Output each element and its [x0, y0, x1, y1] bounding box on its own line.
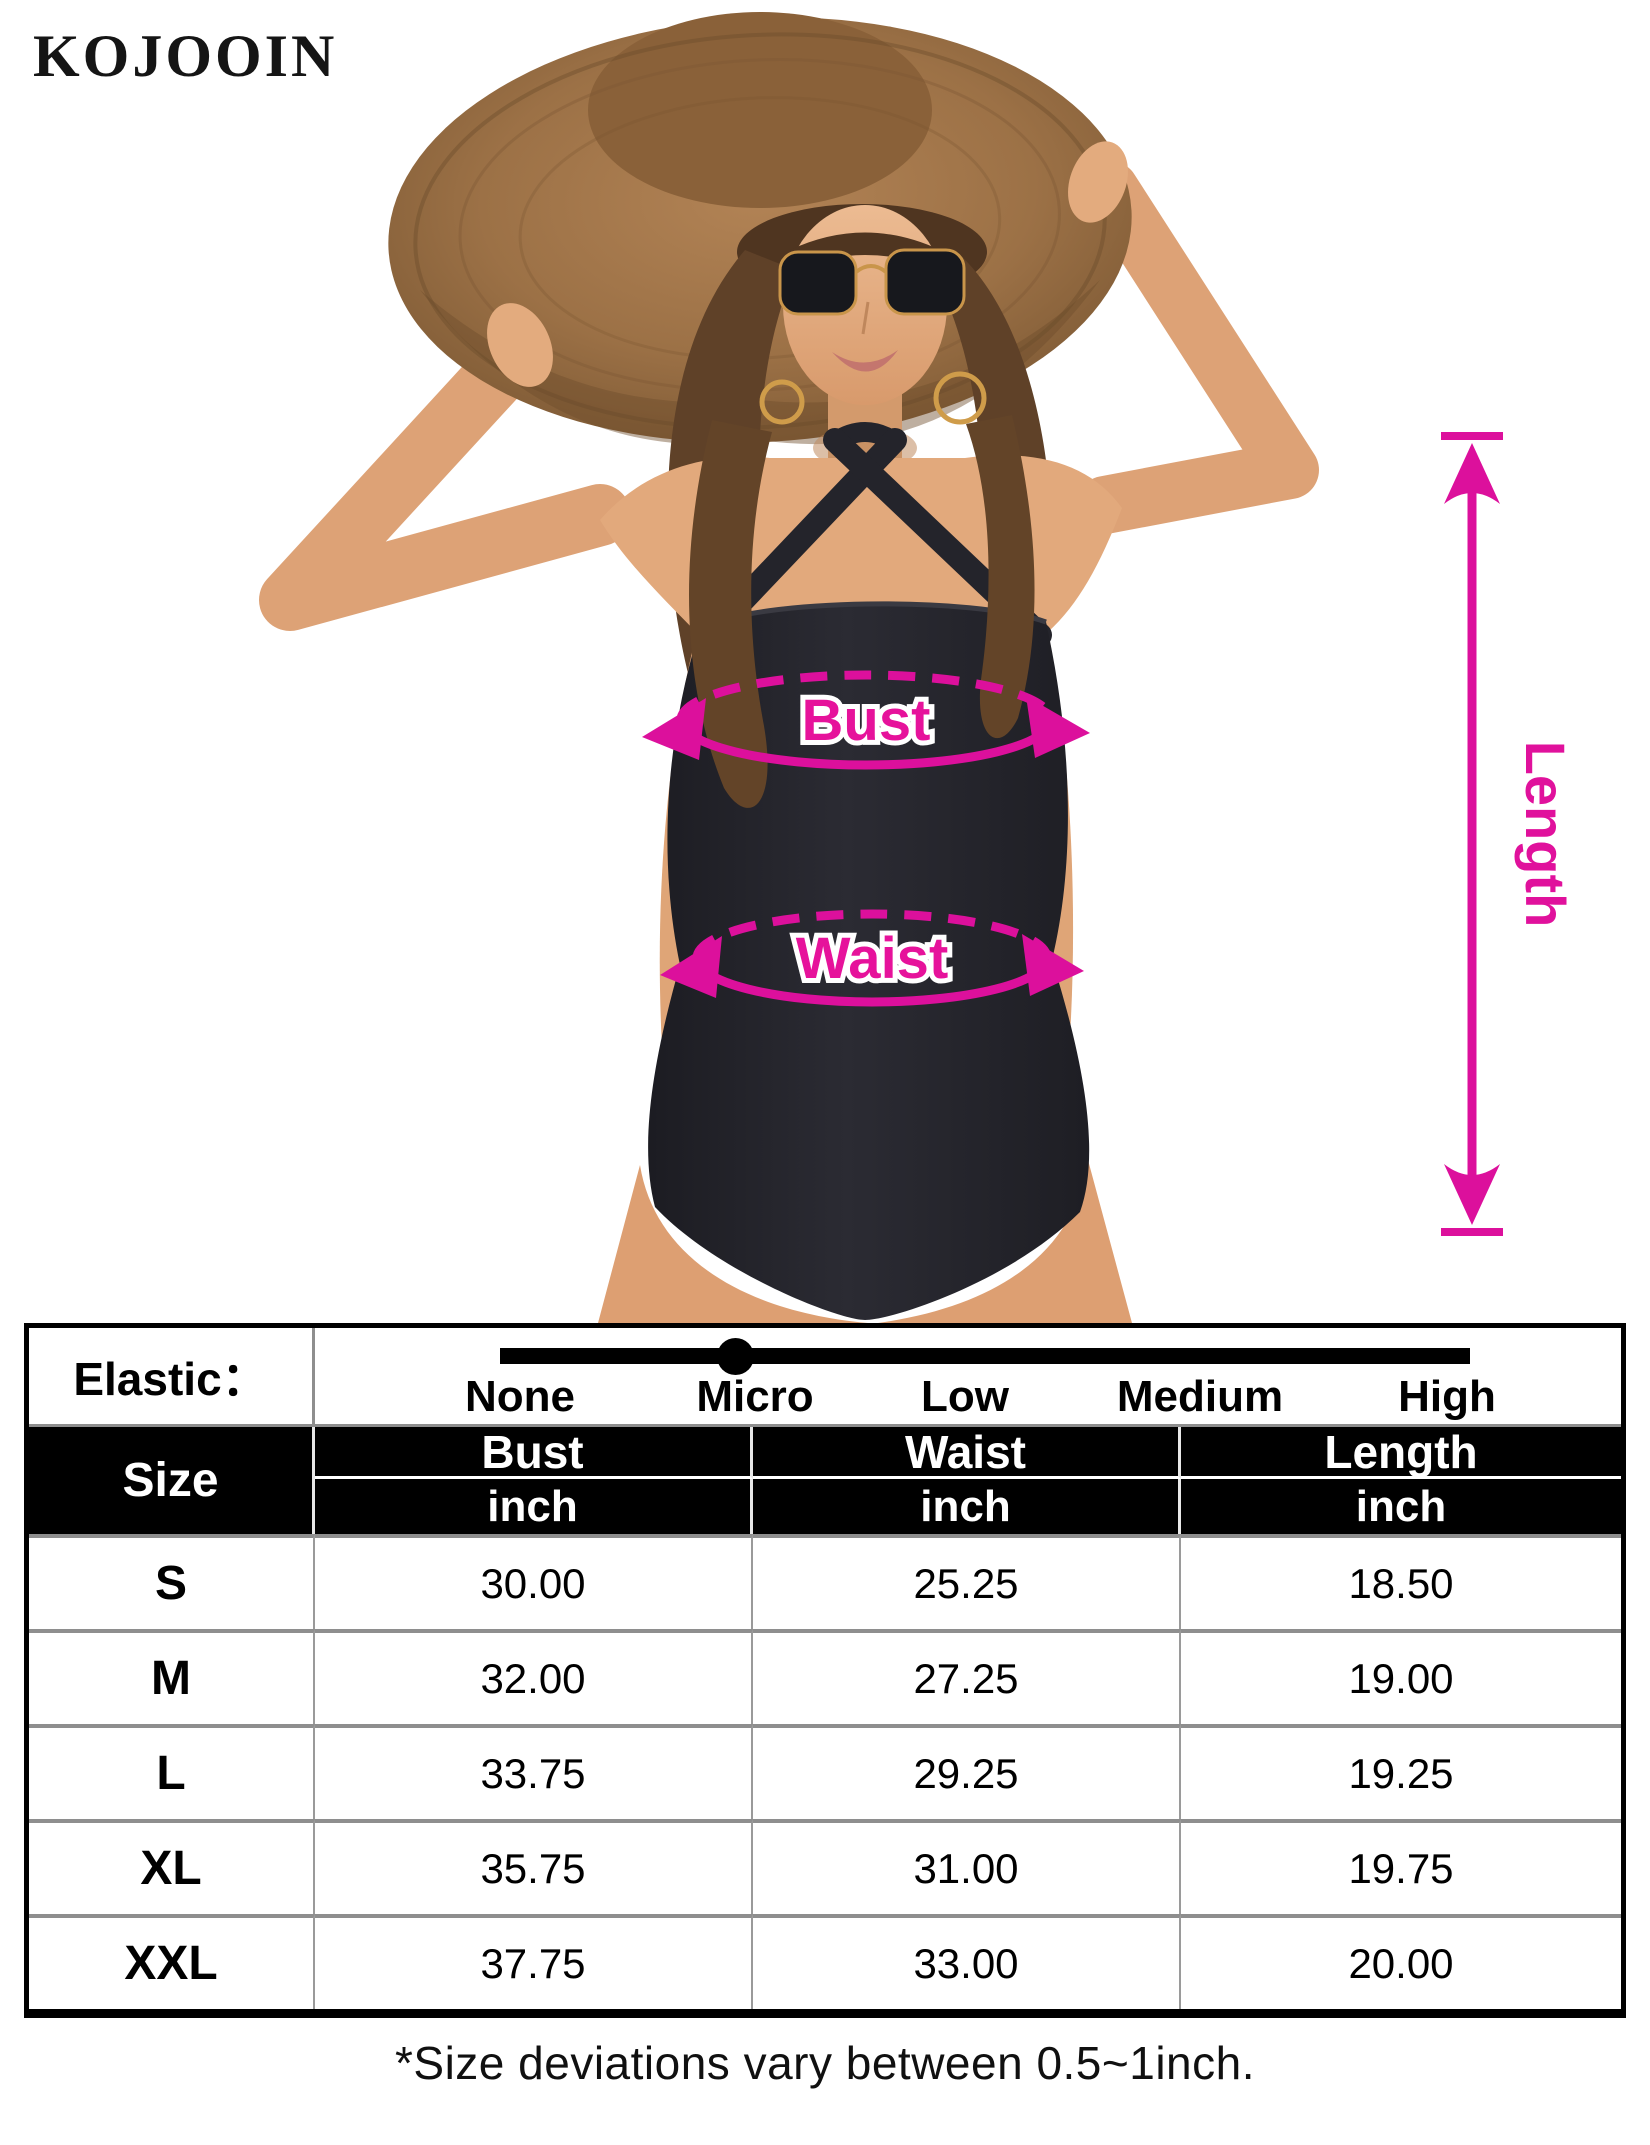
length-label: Length — [1514, 741, 1577, 928]
row-m-bust: 32.00 — [315, 1629, 753, 1724]
elastic-scale: None Micro Low Medium High — [315, 1328, 1621, 1427]
row-xxl-length: 20.00 — [1181, 1914, 1621, 2009]
waist-label: Waist — [796, 926, 949, 991]
bust-arrow-left — [642, 698, 706, 760]
row-l-bust: 33.75 — [315, 1724, 753, 1819]
model-hair-front — [689, 415, 1035, 808]
waist-arrow-left — [660, 936, 722, 998]
row-m-size: M — [29, 1629, 315, 1724]
elastic-level-medium: Medium — [1116, 1372, 1284, 1421]
row-m-length: 19.00 — [1181, 1629, 1621, 1724]
elastic-label: Elastic： — [29, 1328, 315, 1427]
bust-arrow-right — [1026, 696, 1090, 758]
waist-arrow-right — [1022, 934, 1084, 996]
elastic-slider-thumb — [717, 1338, 754, 1375]
header-size: Size — [29, 1427, 315, 1534]
row-xl-waist: 31.00 — [753, 1819, 1181, 1914]
row-l-waist: 29.25 — [753, 1724, 1181, 1819]
hoop-earring-left — [759, 379, 805, 425]
row-xl-size: XL — [29, 1819, 315, 1914]
waist-annotation: Waist — [660, 909, 1084, 1007]
hoop-earring-right — [933, 371, 987, 425]
row-s-size: S — [29, 1534, 315, 1629]
sunglasses-icon — [778, 248, 966, 316]
row-xxl-waist: 33.00 — [753, 1914, 1181, 2009]
header-waist-unit: inch — [753, 1479, 1181, 1534]
elastic-level-high: High — [1398, 1372, 1496, 1421]
header-bust-unit: inch — [315, 1479, 753, 1534]
bust-annotation: Bust — [642, 670, 1090, 770]
size-table: Elastic： None Micro Low Medium High Size… — [24, 1323, 1626, 2018]
elastic-level-none: None — [465, 1372, 575, 1421]
row-xl-length: 19.75 — [1181, 1819, 1621, 1914]
elastic-level-micro: Micro — [696, 1372, 814, 1421]
row-xxl-bust: 37.75 — [315, 1914, 753, 2009]
row-xl-bust: 35.75 — [315, 1819, 753, 1914]
elastic-slider-track — [500, 1348, 1470, 1364]
model-arms — [259, 161, 1319, 631]
product-photo: Bust Waist Length — [259, 12, 1577, 1323]
bust-label: Bust — [802, 688, 931, 753]
header-waist: Waist — [753, 1426, 1181, 1479]
row-m-waist: 27.25 — [753, 1629, 1181, 1724]
header-length: Length — [1181, 1426, 1621, 1479]
row-l-length: 19.25 — [1181, 1724, 1621, 1819]
row-s-length: 18.50 — [1181, 1534, 1621, 1629]
header-bust: Bust — [315, 1426, 753, 1479]
row-s-waist: 25.25 — [753, 1534, 1181, 1629]
row-l-size: L — [29, 1724, 315, 1819]
model-figure-illustration: Bust Waist Length — [259, 12, 1577, 1323]
length-arrow-down — [1444, 1164, 1500, 1225]
length-annotation: Length — [1441, 432, 1577, 1236]
size-deviation-note: *Size deviations vary between 0.5~1inch. — [394, 2037, 1256, 2089]
length-arrow-up — [1444, 443, 1500, 504]
model-hands — [487, 141, 1128, 387]
row-xxl-size: XXL — [29, 1914, 315, 2009]
header-length-unit: inch — [1181, 1479, 1621, 1534]
model-face — [759, 205, 987, 470]
brand-logo: KOJOOIN — [33, 23, 338, 89]
elastic-level-low: Low — [921, 1372, 1009, 1421]
row-s-bust: 30.00 — [315, 1534, 753, 1629]
